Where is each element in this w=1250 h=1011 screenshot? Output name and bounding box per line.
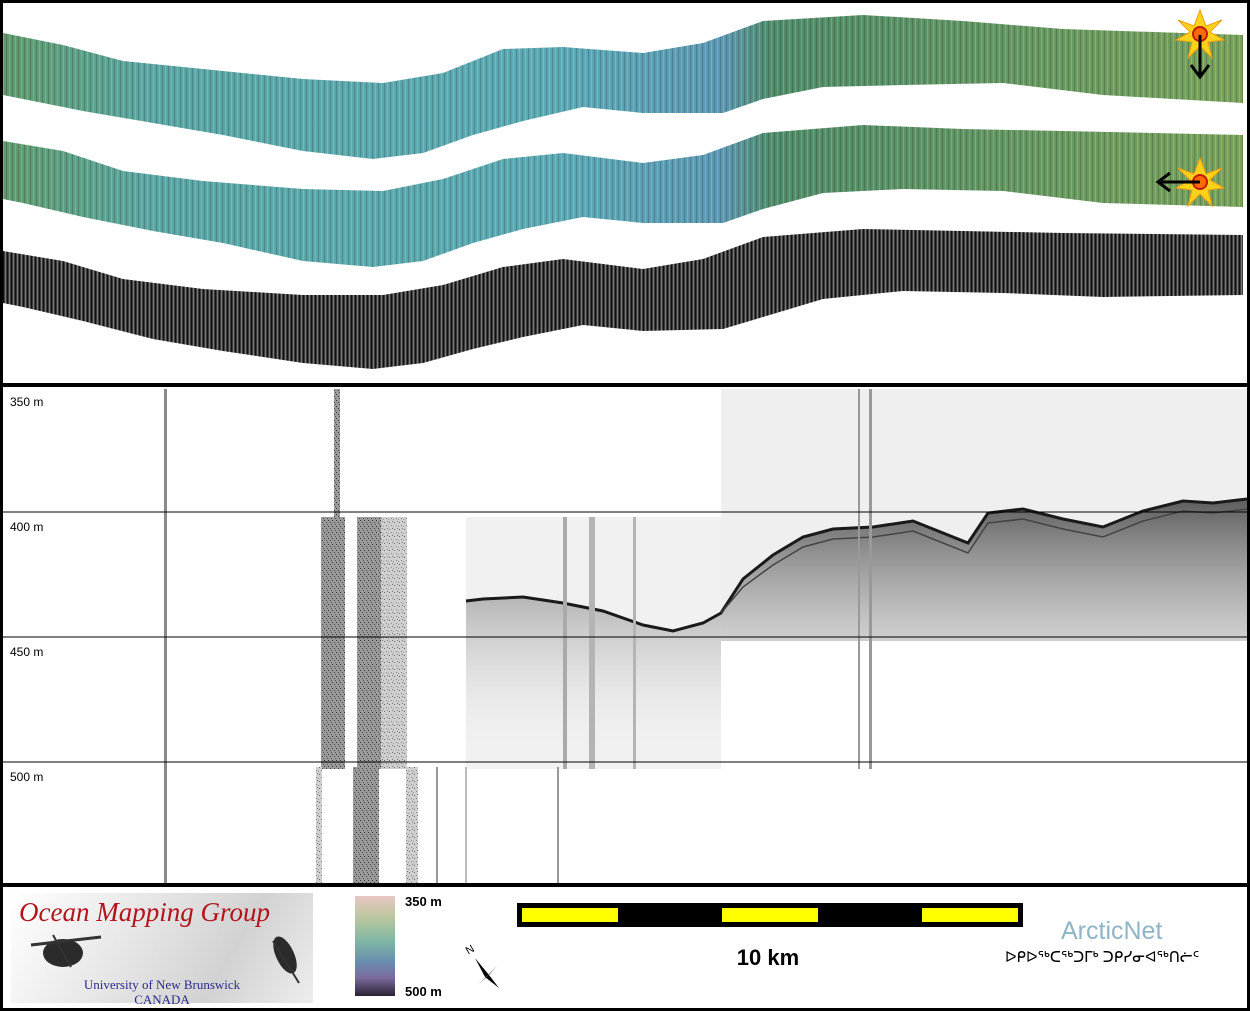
seafloor-line <box>465 497 1248 633</box>
swath-strip-1-texture <box>3 15 1243 159</box>
arrow-left-icon <box>1155 171 1200 193</box>
trace-band-5 <box>406 767 418 883</box>
scale-bar-label: 10 km <box>736 945 800 970</box>
trace-line-c <box>436 767 438 883</box>
logo-title: Ocean Mapping Group <box>19 897 270 927</box>
trace-line-h <box>563 517 567 769</box>
panel-divider-bottom <box>0 883 1250 887</box>
ocean-mapping-group-logo: Ocean Mapping Group University of New Br… <box>11 893 313 1007</box>
swath-strip-2-texture <box>3 125 1243 267</box>
trace-band-3 <box>381 517 407 769</box>
depth-label-350: 350 m <box>10 395 44 409</box>
trace-line-b <box>164 389 167 883</box>
sonar-vessel-icon <box>30 934 300 984</box>
depth-label-450: 450 m <box>10 645 44 659</box>
trace-line-e <box>465 767 467 883</box>
scale-segment-3 <box>922 908 1018 922</box>
legend-panel: Ocean Mapping Group University of New Br… <box>3 887 1247 1008</box>
arcticnet-logo: ArcticNet <box>1061 917 1163 945</box>
colorbar-top-label: 350 m <box>405 894 442 909</box>
scale-bar <box>517 903 1023 927</box>
north-letter: N <box>464 943 477 957</box>
depth-label-500: 500 m <box>10 770 44 784</box>
depth-label-400: 400 m <box>10 520 44 534</box>
logo-country: CANADA <box>134 992 190 1007</box>
trace-line-g <box>869 389 872 769</box>
trace-band-2 <box>357 517 381 769</box>
trace-band-6 <box>316 767 322 883</box>
trace-band-1 <box>321 517 345 769</box>
swath-strip-3-backscatter <box>3 229 1243 369</box>
north-arrow-icon: N <box>464 943 499 988</box>
colorbar-bottom-label: 500 m <box>405 984 442 999</box>
trace-line-f <box>858 389 860 769</box>
panel-divider-top <box>0 383 1250 387</box>
subbottom-profile <box>3 389 1248 883</box>
arcticnet-syllabics: ᐅᑭᐅᖅᑕᖅᑐᒥᒃ ᑐᑭᓯᓂᐊᖅᑎᓖᑦ <box>1005 949 1200 966</box>
logo-university: University of New Brunswick <box>83 977 241 992</box>
subbottom-profile-panel: 350 m 400 m 450 m 500 m <box>3 387 1248 883</box>
seafloor-echo <box>466 499 1247 769</box>
swath-map-panel <box>3 3 1247 383</box>
trace-line-d <box>557 767 559 883</box>
scale-segment-2 <box>722 908 818 922</box>
trace-line-a <box>334 389 340 519</box>
swath-map <box>3 8 1243 369</box>
scale-segment-1 <box>522 908 618 922</box>
trace-band-4 <box>353 767 379 883</box>
subbottom-reflector <box>720 508 1248 614</box>
depth-colorbar <box>355 896 395 996</box>
trace-line-i <box>589 517 595 769</box>
arrow-down-icon <box>1189 35 1211 80</box>
trace-line-j <box>633 517 636 769</box>
